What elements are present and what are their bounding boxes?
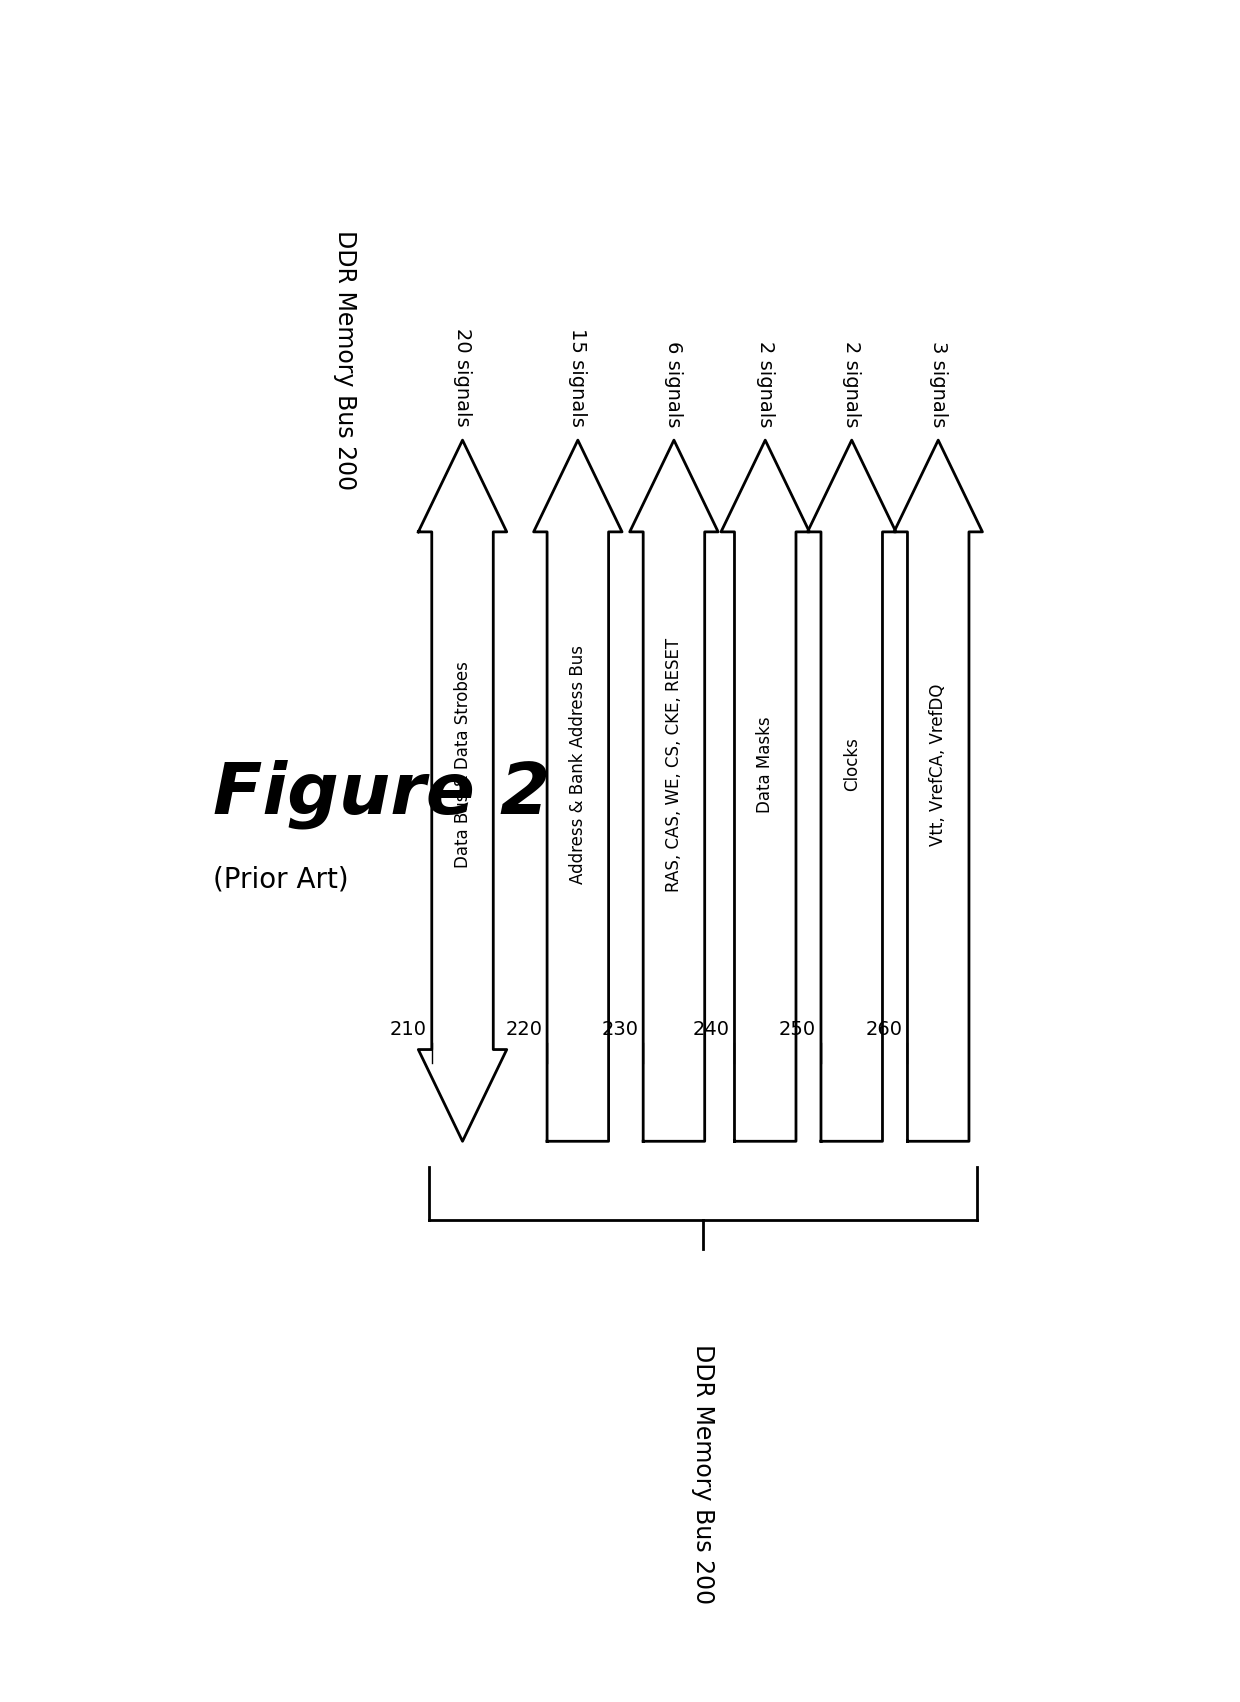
Text: Figure 2: Figure 2: [213, 759, 549, 829]
Text: RAS, CAS, WE, CS, CKE, RESET: RAS, CAS, WE, CS, CKE, RESET: [665, 638, 683, 892]
Text: 3 signals: 3 signals: [929, 340, 947, 427]
Text: Address & Bank Address Bus: Address & Bank Address Bus: [569, 645, 587, 883]
Text: 6 signals: 6 signals: [665, 340, 683, 427]
Text: 220: 220: [505, 1021, 542, 1040]
Text: 2 signals: 2 signals: [842, 340, 862, 427]
Text: DDR Memory Bus 200: DDR Memory Bus 200: [691, 1345, 714, 1605]
Polygon shape: [807, 441, 897, 1142]
Text: 260: 260: [866, 1021, 903, 1040]
Text: (Prior Art): (Prior Art): [213, 865, 348, 894]
Polygon shape: [894, 441, 982, 1142]
Text: Data Bus & Data Strobes: Data Bus & Data Strobes: [454, 660, 471, 868]
Text: DDR Memory Bus 200: DDR Memory Bus 200: [332, 230, 357, 490]
Text: 230: 230: [601, 1021, 639, 1040]
Text: Data Masks: Data Masks: [756, 717, 774, 814]
Text: 20 signals: 20 signals: [453, 328, 472, 427]
Text: 210: 210: [389, 1021, 427, 1040]
Text: Vtt, VrefCA, VrefDQ: Vtt, VrefCA, VrefDQ: [929, 683, 947, 846]
Text: 240: 240: [693, 1021, 729, 1040]
Text: 15 signals: 15 signals: [568, 328, 588, 427]
Polygon shape: [533, 441, 622, 1142]
Text: Clocks: Clocks: [843, 737, 861, 791]
Text: 2 signals: 2 signals: [755, 340, 775, 427]
Polygon shape: [630, 441, 718, 1142]
Polygon shape: [418, 441, 507, 1142]
Polygon shape: [720, 441, 810, 1142]
Text: 250: 250: [779, 1021, 816, 1040]
